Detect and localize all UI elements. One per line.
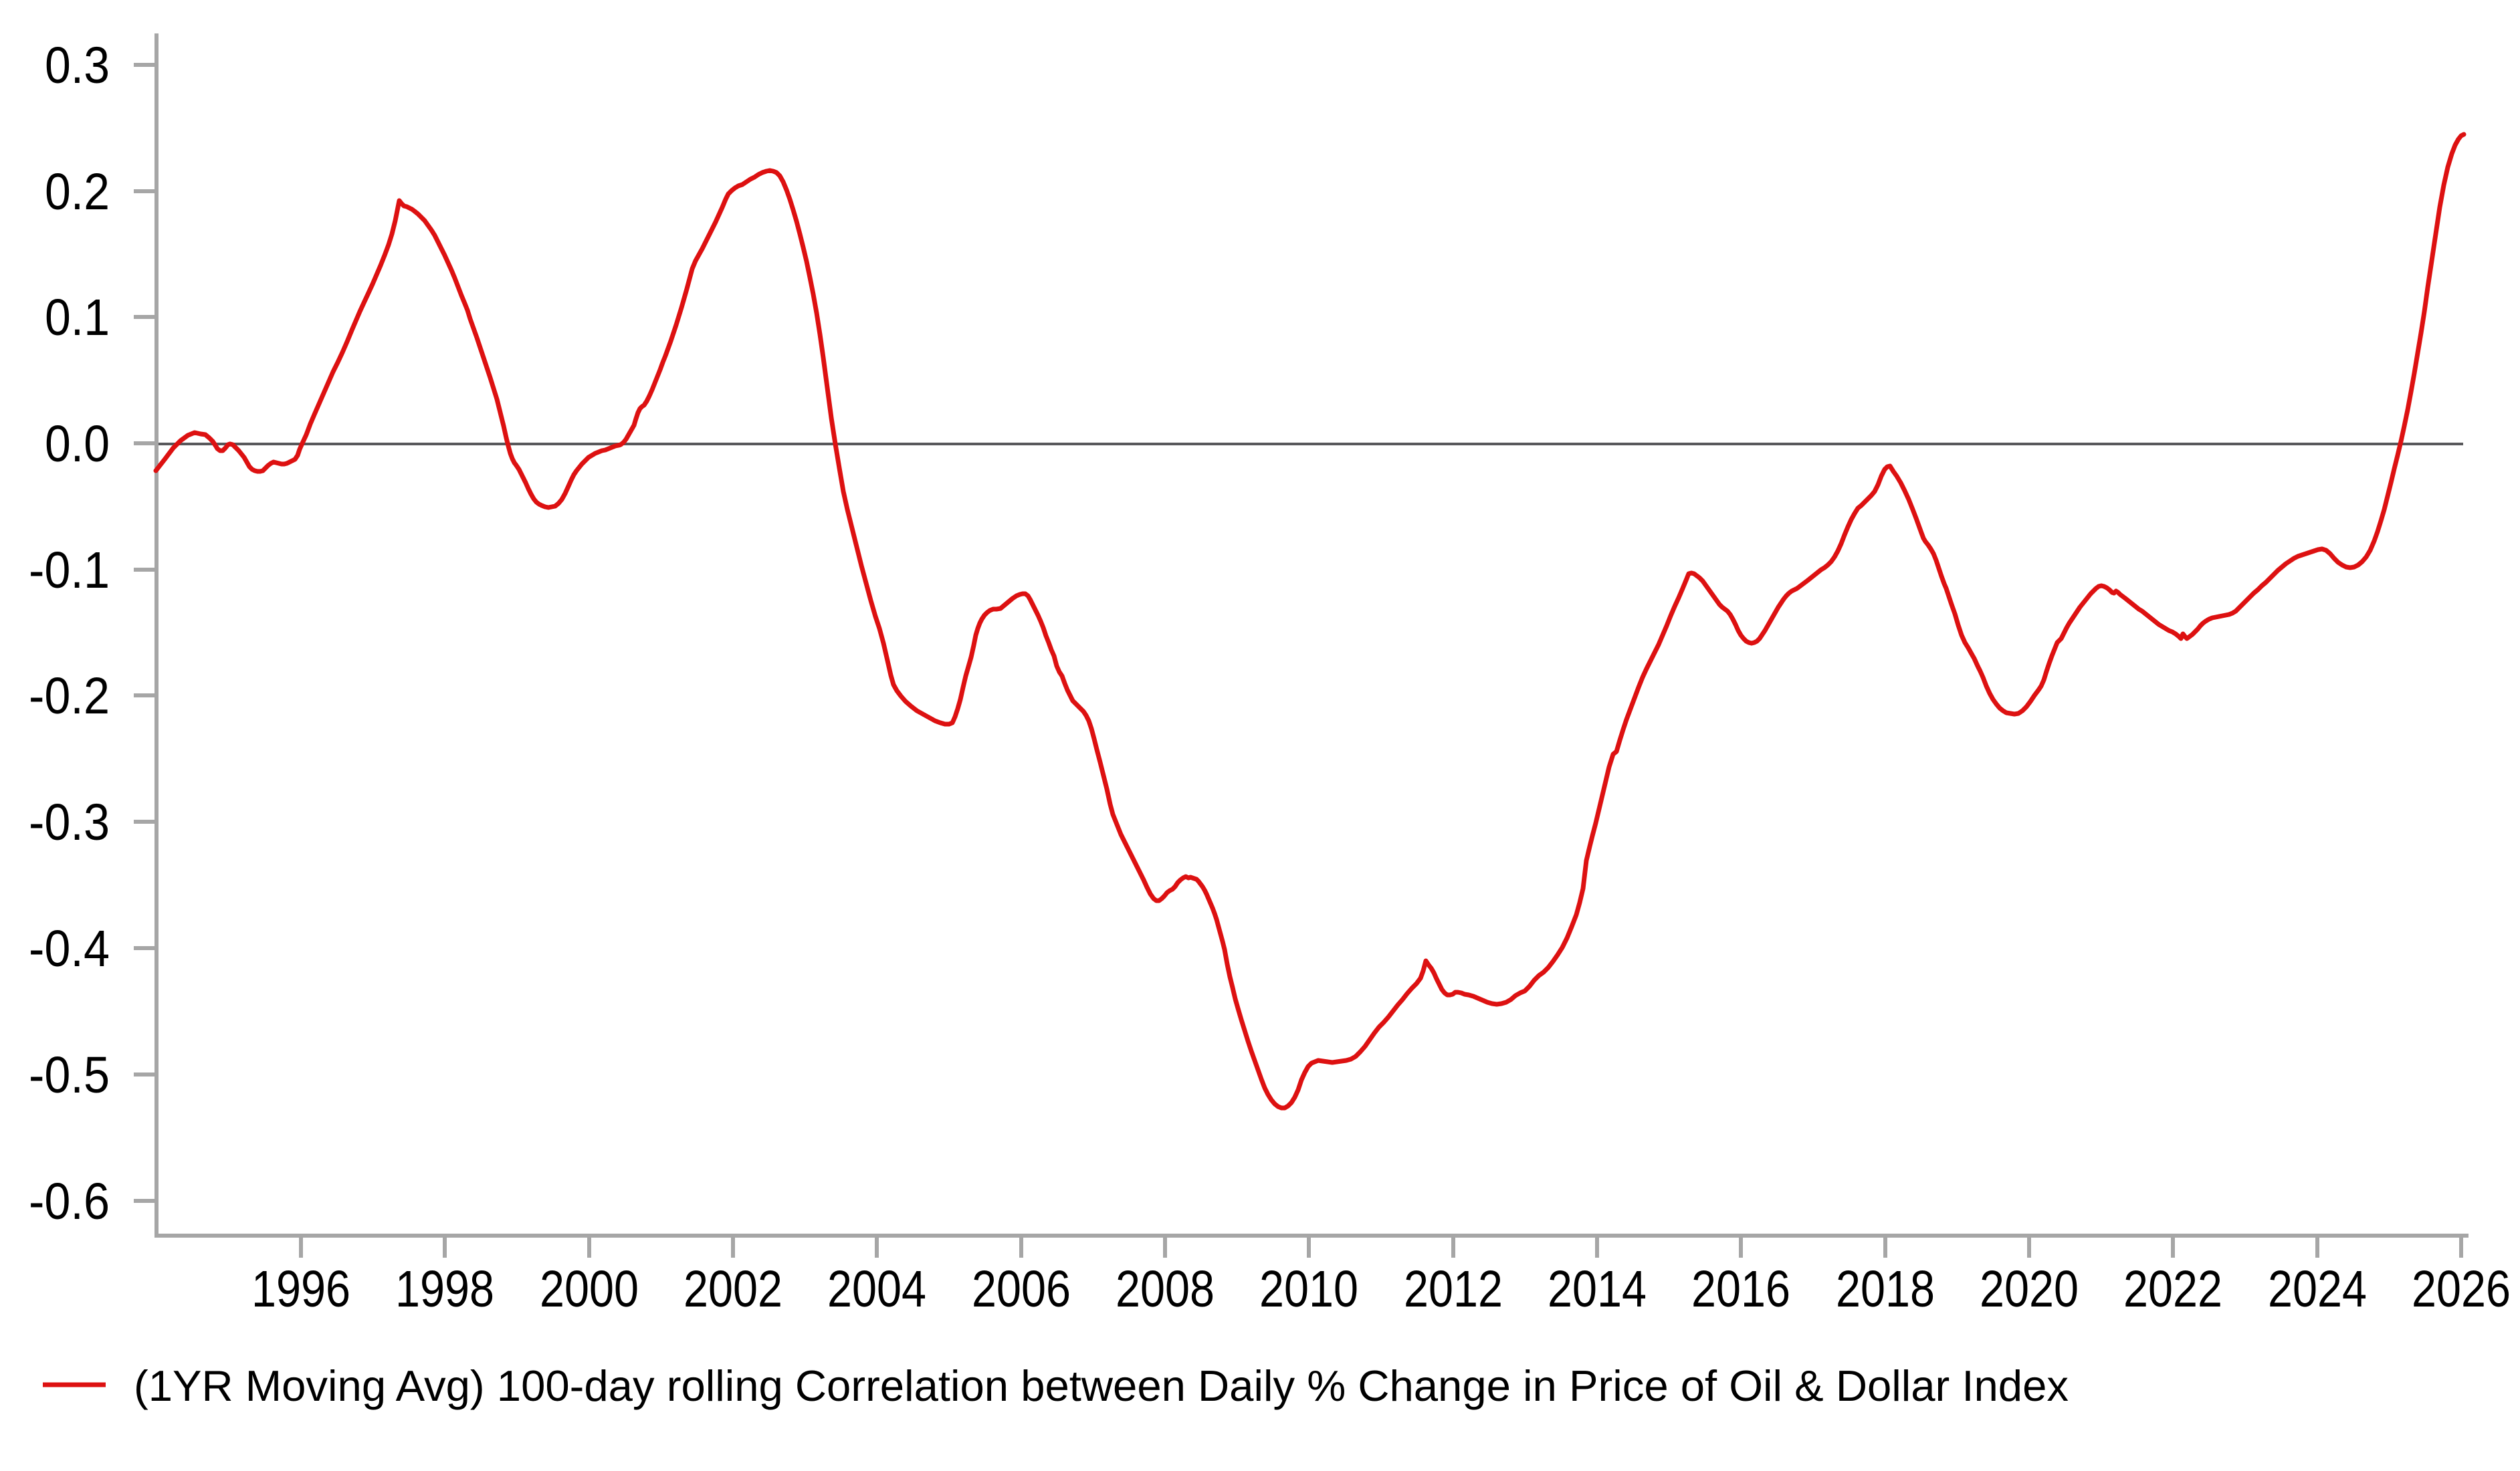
svg-text:-0.2: -0.2	[29, 667, 110, 725]
svg-text:2006: 2006	[972, 1260, 1071, 1318]
svg-text:2014: 2014	[1548, 1260, 1647, 1318]
svg-text:2012: 2012	[1404, 1260, 1503, 1318]
svg-text:-0.5: -0.5	[29, 1046, 110, 1104]
svg-text:0.2: 0.2	[45, 163, 110, 221]
svg-text:-0.3: -0.3	[29, 794, 110, 851]
svg-text:0.3: 0.3	[45, 37, 110, 94]
svg-text:2026: 2026	[2412, 1260, 2511, 1318]
svg-text:2018: 2018	[1836, 1260, 1935, 1318]
svg-text:2022: 2022	[2123, 1260, 2222, 1318]
svg-text:2004: 2004	[827, 1260, 926, 1318]
svg-text:2016: 2016	[1691, 1260, 1790, 1318]
svg-text:0.0: 0.0	[45, 415, 110, 473]
svg-text:0.1: 0.1	[45, 289, 110, 346]
svg-text:2020: 2020	[1980, 1260, 2079, 1318]
svg-text:1996: 1996	[251, 1260, 350, 1318]
svg-text:-0.4: -0.4	[29, 920, 110, 978]
svg-text:2010: 2010	[1259, 1260, 1358, 1318]
svg-text:(1YR Moving Avg) 100-day rolli: (1YR Moving Avg) 100-day rolling Correla…	[134, 1361, 2069, 1410]
svg-text:2024: 2024	[2268, 1260, 2367, 1318]
svg-text:-0.6: -0.6	[29, 1173, 110, 1230]
svg-text:2008: 2008	[1116, 1260, 1215, 1318]
svg-text:2002: 2002	[684, 1260, 782, 1318]
svg-text:2000: 2000	[540, 1260, 639, 1318]
svg-text:1998: 1998	[395, 1260, 494, 1318]
svg-text:-0.1: -0.1	[29, 542, 110, 599]
